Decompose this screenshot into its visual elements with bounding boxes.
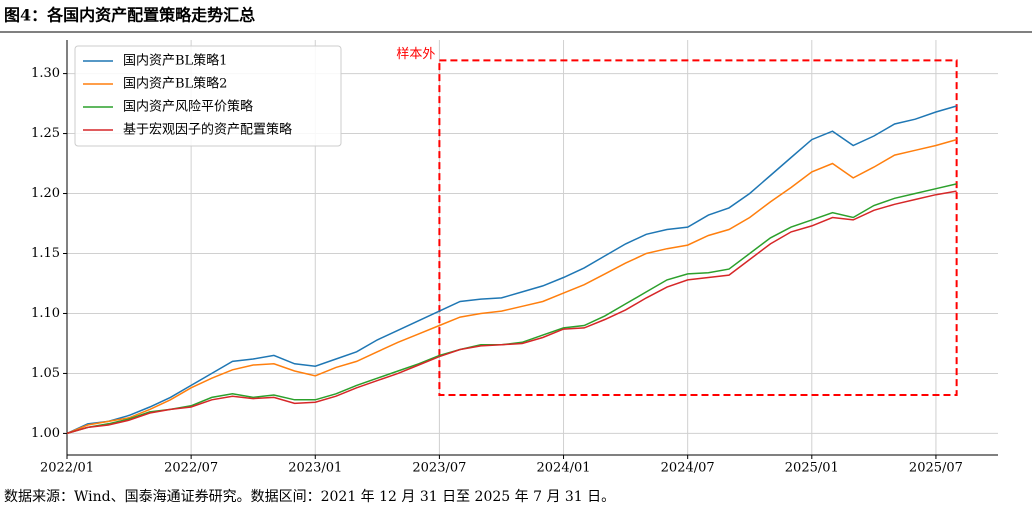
x-tick-label: 2024/07 bbox=[661, 461, 715, 476]
chart-title: 图4：各国内资产配置策略走势汇总 bbox=[4, 6, 255, 25]
legend-box bbox=[74, 45, 342, 147]
y-tick-label: 1.00 bbox=[31, 426, 60, 441]
series-line bbox=[66, 190, 957, 435]
legend-label: 国内资产BL策略2 bbox=[123, 76, 227, 92]
legend-label: 基于宏观因子的资产配置策略 bbox=[123, 122, 292, 138]
x-tick-label: 2025/07 bbox=[909, 461, 963, 476]
x-tick-label: 2022/07 bbox=[164, 461, 218, 476]
annotation-label: 样本外 bbox=[396, 47, 435, 62]
out-of-sample-box bbox=[438, 59, 958, 397]
y-tick-label: 1.15 bbox=[31, 246, 60, 261]
y-tick-label: 1.30 bbox=[31, 66, 60, 81]
x-tick-label: 2023/07 bbox=[412, 461, 466, 476]
y-tick-label: 1.20 bbox=[31, 186, 60, 201]
series-line bbox=[66, 105, 957, 435]
source-note: 数据来源：Wind、国泰海通证券研究。数据区间：2021 年 12 月 31 日… bbox=[4, 489, 615, 505]
y-tick-label: 1.05 bbox=[31, 366, 60, 381]
x-tick-label: 2022/01 bbox=[40, 461, 94, 476]
x-tick-label: 2023/01 bbox=[288, 461, 342, 476]
legend-label: 国内资产风险平价策略 bbox=[123, 99, 253, 115]
x-tick-label: 2025/01 bbox=[785, 461, 839, 476]
x-tick-label: 2024/01 bbox=[537, 461, 591, 476]
y-tick-label: 1.10 bbox=[31, 306, 60, 321]
y-tick-label: 1.25 bbox=[31, 126, 60, 141]
legend-label: 国内资产BL策略1 bbox=[123, 53, 227, 69]
series-line bbox=[66, 138, 957, 435]
